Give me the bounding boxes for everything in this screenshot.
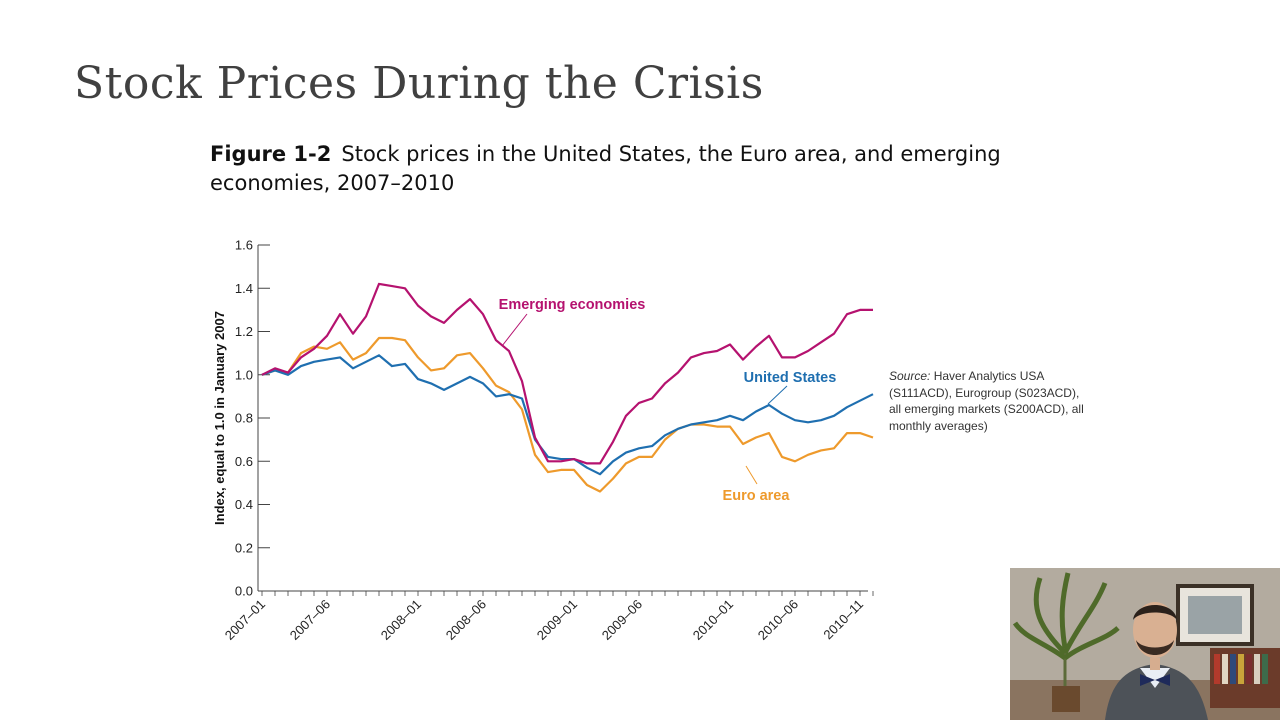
chart-series-labels: Emerging economies United States Euro area <box>499 297 837 504</box>
stock-price-chart: 0.00.20.40.60.81.01.21.41.6 2007–01 2007–… <box>212 238 874 643</box>
x-tick-label: 2008–06 <box>443 597 489 643</box>
y-axis-ticks: 0.0 0.2 0.4 0.6 0.8 1.0 1.2 1.4 1.6 <box>235 238 270 599</box>
x-tick-label: 2007–06 <box>287 597 333 643</box>
presenter-video-icon <box>1010 568 1280 720</box>
series-label: United States <box>744 370 837 386</box>
figure-caption: Figure 1-2 Stock prices in the United Sta… <box>210 140 1030 198</box>
x-tick-label: 2008–01 <box>378 597 424 643</box>
y-tick-label: 0.2 <box>235 540 253 555</box>
x-tick-label: 2009–06 <box>599 597 645 643</box>
y-tick-label: 1.2 <box>235 324 253 339</box>
y-axis-label: Index, equal to 1.0 in January 2007 <box>212 311 227 525</box>
y-tick-label: 0.4 <box>235 497 253 512</box>
series-label: Euro area <box>723 488 791 504</box>
x-tick-label: 2007–01 <box>222 597 268 643</box>
source-label: Source: <box>889 369 931 383</box>
slide-title: Stock Prices During the Crisis <box>74 58 764 109</box>
series-label: Emerging economies <box>499 297 646 313</box>
series-line-emerging-economies <box>261 282 873 465</box>
x-tick-label: 2010–01 <box>690 597 736 643</box>
series-label-leader <box>767 385 788 405</box>
y-tick-label: 0.6 <box>235 454 253 469</box>
figure-caption-text: Stock prices in the United States, the E… <box>210 142 1001 195</box>
y-tick-label: 0.8 <box>235 411 253 426</box>
figure-label: Figure 1-2 <box>210 142 332 166</box>
series-label-leader <box>501 313 528 347</box>
x-axis-ticks: 2007–01 2007–06 2008–01 2008–06 2009–01 2009–… <box>222 591 874 643</box>
series-line-euro-area <box>261 336 874 493</box>
presenter-webcam <box>1010 568 1280 720</box>
source-text: Haver Analytics USA (S111ACD), Eurogroup… <box>889 369 1084 433</box>
x-tick-label: 2010–11 <box>820 597 866 643</box>
source-note: Source: Haver Analytics USA (S111ACD), E… <box>889 368 1089 434</box>
y-tick-label: 1.6 <box>235 238 253 253</box>
y-tick-label: 1.4 <box>235 281 253 296</box>
series-label-leader <box>745 465 758 485</box>
x-tick-label: 2009–01 <box>534 597 580 643</box>
y-tick-label: 1.0 <box>235 367 253 382</box>
y-tick-label: 0.0 <box>235 584 253 599</box>
chart-axes <box>257 245 868 592</box>
chart-series-lines <box>261 282 874 493</box>
x-tick-label: 2010–06 <box>755 597 801 643</box>
